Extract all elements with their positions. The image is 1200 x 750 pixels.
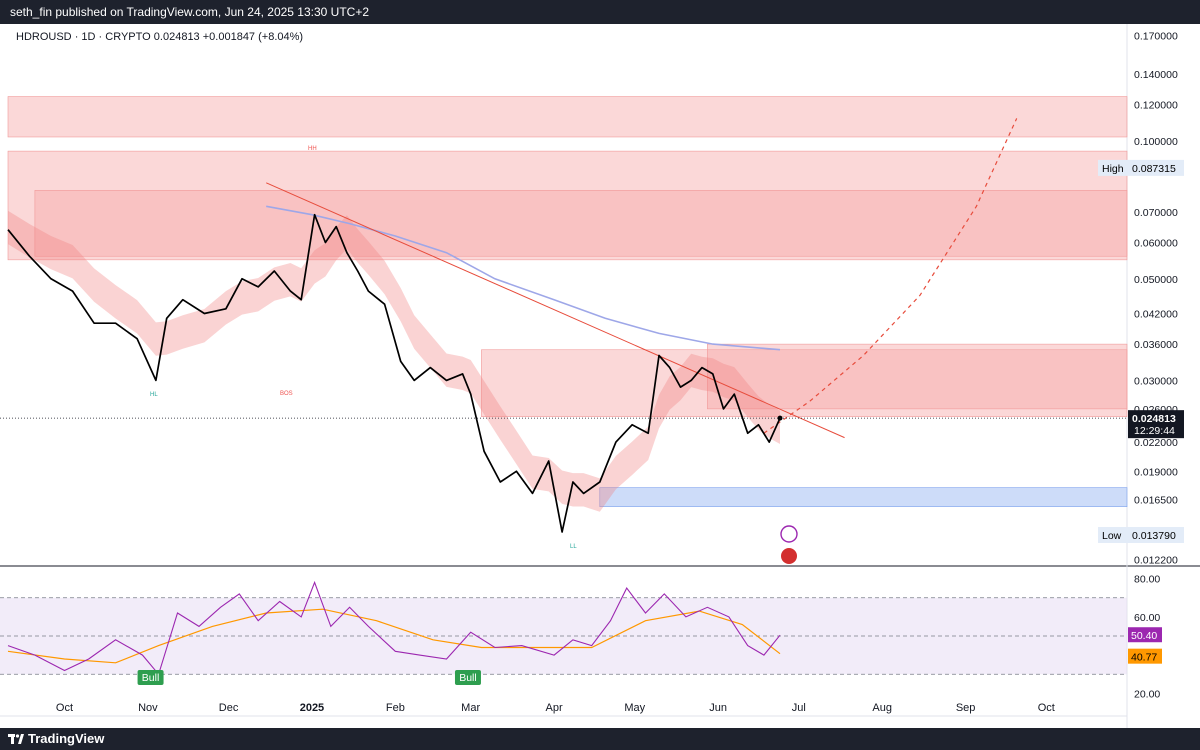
price-tick-label: 0.120000 (1134, 100, 1178, 112)
low-value-label: 0.013790 (1132, 530, 1176, 542)
bull-label: Bull (142, 672, 160, 684)
price-tick-label: 0.140000 (1134, 69, 1178, 81)
price-tick-label: 0.019000 (1134, 466, 1178, 478)
interval[interactable]: 1D (81, 31, 96, 43)
exchange: CRYPTO (105, 31, 151, 43)
high-value-label: 0.087315 (1132, 163, 1176, 175)
high-value-bg (1128, 159, 1184, 176)
price-tick-label: 0.050000 (1134, 274, 1178, 286)
publish-text: seth_fin published on TradingView.com, J… (10, 5, 370, 19)
price-tick-label: 0.036000 (1134, 339, 1178, 351)
month-label: Mar (461, 702, 480, 714)
bull-label-bg (137, 670, 164, 685)
brand-name: TradingView (28, 731, 105, 746)
month-label: Sep (956, 702, 976, 714)
bull-label-bg (454, 670, 481, 685)
month-label: Jul (792, 702, 806, 714)
price-tick-label: 0.060000 (1134, 238, 1178, 250)
rsi-ma-value-label: 40.77 (1131, 652, 1157, 664)
countdown-label: 12:29:44 (1134, 425, 1175, 437)
publish-header: seth_fin published on TradingView.com, J… (0, 0, 1200, 24)
symbol-info: HDROUSD · 1D · CRYPTO 0.024813 +0.001847… (14, 30, 306, 44)
zone-supply-zone-2 (707, 343, 1128, 410)
rsi-tick-label: 20.00 (1134, 688, 1160, 700)
low-tag-label: Low (1102, 530, 1122, 542)
chart-area[interactable]: HL LL HH BOS 0.170000 0.140000 0.120000 0.10000… (0, 24, 1200, 728)
high-tag-label: High (1102, 163, 1124, 175)
us-flag-event-icon (781, 548, 797, 564)
zone-resistance-2 (7, 150, 1128, 261)
price-tick-label: 0.042000 (1134, 308, 1178, 320)
zone-resistance-3 (34, 190, 1128, 257)
month-label: Oct (56, 702, 73, 714)
current-price-box (1128, 410, 1184, 439)
low-tag-bg (1098, 527, 1128, 544)
price-tick-label: 0.012200 (1134, 554, 1178, 566)
price-change: +0.001847 (+8.04%) (202, 31, 304, 43)
price-tick-label: 0.070000 (1134, 207, 1178, 219)
rsi-tick-label: 80.00 (1134, 574, 1160, 586)
sma-line (266, 205, 781, 351)
rsi-value-bg (1128, 627, 1162, 643)
symbol-name[interactable]: HDROUSD (16, 31, 72, 43)
label-bos: BOS (280, 391, 293, 397)
zone-demand-zone (599, 487, 1128, 507)
sep-2: · (98, 31, 103, 43)
price-tick-label: 0.030000 (1134, 375, 1178, 387)
label-ll: LL (570, 544, 577, 550)
label-hh: HH (308, 146, 317, 152)
label-hl: HL (150, 392, 158, 398)
month-label: Jun (709, 702, 727, 714)
month-label: 2025 (300, 702, 324, 714)
rsi-value-label: 50.40 (1131, 630, 1157, 642)
rsi-tick-label: 60.00 (1134, 612, 1160, 624)
lightning-event-icon (780, 525, 798, 543)
low-value-bg (1128, 527, 1184, 544)
descending-trendline (266, 182, 845, 439)
high-tag-bg (1098, 159, 1128, 176)
last-price: 0.024813 (153, 31, 200, 43)
brand-footer: TradingView (0, 728, 1200, 750)
bull-label: Bull (459, 672, 477, 684)
month-label: Aug (872, 702, 892, 714)
rsi-ma-line (7, 608, 781, 664)
projection-curve (763, 118, 1018, 434)
month-label: Apr (545, 702, 562, 714)
zone-resistance-1 (7, 96, 1128, 138)
month-label: Oct (1038, 702, 1055, 714)
price-line (7, 213, 781, 533)
month-label: Feb (386, 702, 405, 714)
sep-1: · (74, 31, 79, 43)
month-label: Dec (219, 702, 239, 714)
rsi-ma-value-bg (1128, 648, 1162, 664)
price-tick-label: 0.016500 (1134, 494, 1178, 506)
month-label: May (624, 702, 645, 714)
price-tick-label: 0.170000 (1134, 30, 1178, 42)
price-tick-label: 0.022000 (1134, 437, 1178, 449)
month-label: Nov (138, 702, 158, 714)
price-tick-label: 0.100000 (1134, 136, 1178, 148)
tradingview-logo-icon (8, 734, 24, 744)
current-price-label: 0.024813 (1132, 413, 1176, 425)
